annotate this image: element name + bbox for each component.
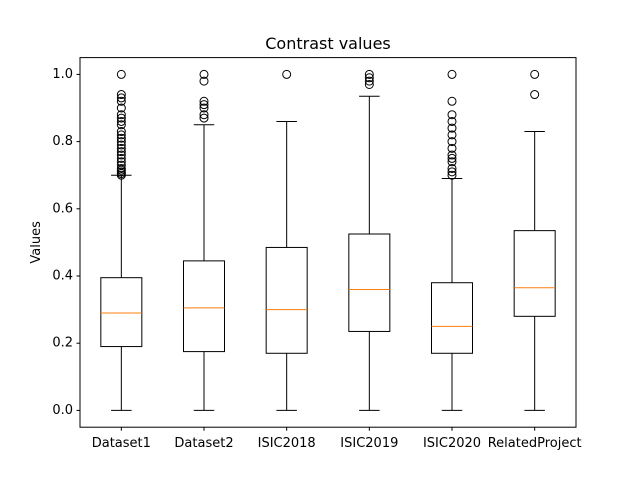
outlier-point — [116, 133, 126, 143]
outlier-point — [447, 96, 457, 106]
outlier-point — [116, 90, 126, 100]
iqr-box — [183, 260, 225, 353]
outlier-point — [447, 123, 457, 133]
outlier-point — [364, 76, 374, 86]
x-tick-label: ISIC2020 — [423, 436, 481, 451]
outlier-point — [199, 76, 209, 86]
y-tick-label: 0.6 — [52, 201, 73, 216]
y-tick-label: 1.0 — [52, 67, 73, 82]
outlier-point — [116, 103, 126, 113]
outlier-point — [530, 90, 540, 100]
x-tick-label: ISIC2019 — [340, 436, 398, 451]
outlier-point — [447, 110, 457, 120]
outlier-point — [116, 163, 126, 173]
box-group — [265, 69, 308, 411]
iqr-box — [348, 233, 391, 332]
outlier-point — [116, 153, 126, 163]
y-tick-label: 0.0 — [52, 403, 73, 418]
box-group — [183, 69, 225, 411]
outlier-point — [364, 73, 374, 83]
outlier-point — [116, 120, 126, 130]
y-tick-label: 0.8 — [52, 134, 73, 149]
outlier-point — [447, 150, 457, 160]
outlier-point — [530, 69, 540, 79]
outlier-point — [199, 110, 209, 120]
axes-frame — [79, 57, 577, 428]
outlier-point — [199, 96, 209, 106]
outlier-point — [116, 147, 126, 157]
y-axis-label: Values — [29, 221, 44, 264]
chart-marks — [100, 69, 556, 411]
outlier-point — [116, 96, 126, 106]
box-group — [513, 69, 556, 411]
outlier-point — [116, 150, 126, 160]
x-tick-label: RelatedProject — [488, 436, 582, 451]
y-tick-label: 0.2 — [52, 336, 73, 351]
iqr-box — [513, 230, 556, 317]
outlier-point — [447, 69, 457, 79]
chart-title: Contrast values — [265, 34, 391, 53]
outlier-point — [116, 137, 126, 147]
outlier-point — [116, 69, 126, 79]
outlier-point — [116, 140, 126, 150]
outlier-point — [199, 100, 209, 110]
outlier-point — [447, 167, 457, 177]
outlier-point — [447, 116, 457, 126]
outlier-point — [116, 93, 126, 103]
iqr-box — [431, 282, 473, 354]
box-group — [348, 69, 391, 411]
outlier-point — [116, 130, 126, 140]
outlier-point — [447, 170, 457, 180]
x-tick-label: Dataset1 — [92, 436, 151, 451]
iqr-box — [265, 246, 308, 354]
outlier-point — [199, 113, 209, 123]
outlier-point — [116, 143, 126, 153]
outlier-point — [116, 160, 126, 170]
outlier-point — [116, 116, 126, 126]
box-group — [100, 69, 143, 411]
outlier-point — [447, 137, 457, 147]
outlier-point — [199, 103, 209, 113]
outlier-point — [447, 157, 457, 167]
outlier-point — [116, 127, 126, 137]
y-tick-label: 0.4 — [52, 269, 73, 284]
outlier-point — [364, 69, 374, 79]
outlier-point — [447, 163, 457, 173]
outlier-point — [447, 130, 457, 140]
outlier-point — [116, 110, 126, 120]
box-group — [431, 69, 473, 411]
outlier-point — [447, 143, 457, 153]
outlier-point — [116, 157, 126, 167]
x-tick-label: Dataset2 — [174, 436, 233, 451]
outlier-point — [364, 79, 374, 89]
x-axis: Dataset1 Dataset2 ISIC2018 ISIC2019 ISIC2020… — [92, 427, 582, 451]
outlier-point — [116, 113, 126, 123]
outlier-point — [447, 153, 457, 163]
outlier-point — [199, 69, 209, 79]
iqr-box — [100, 277, 143, 348]
outlier-point — [282, 69, 292, 79]
x-tick-label: ISIC2018 — [258, 436, 316, 451]
y-axis: 0.0 0.2 0.4 0.6 0.8 1.0 — [52, 67, 80, 418]
